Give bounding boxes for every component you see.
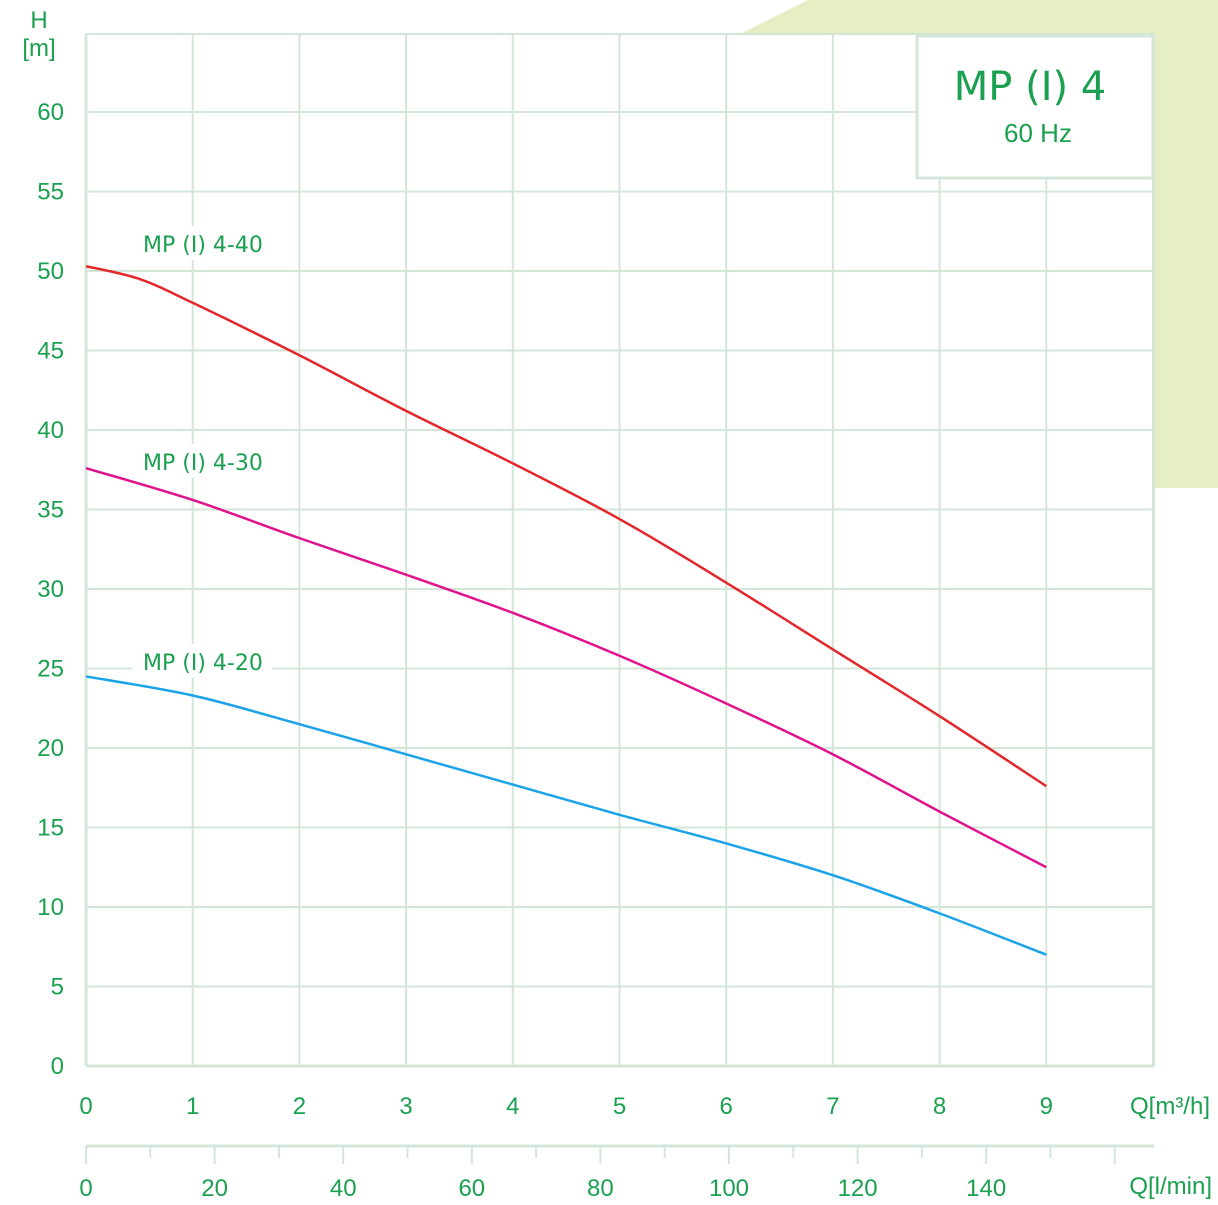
chart-title: MP (I) 4 <box>954 64 1107 110</box>
x1-tick-label: 2 <box>293 1093 306 1120</box>
x2-tick-labels: 0 20 40 60 80 100 120 140 <box>79 1175 1006 1202</box>
chart-subtitle: 60 Hz <box>1004 118 1072 148</box>
y-tick-label: 5 <box>51 974 64 1001</box>
lmin-axis-ticks <box>85 1146 1116 1164</box>
y-tick-label: 35 <box>37 497 64 524</box>
y-tick-label: 45 <box>37 338 64 365</box>
grid-lines <box>85 33 1155 1067</box>
x2-tick-label: 140 <box>966 1175 1006 1202</box>
series-label-4-30: MP (I) 4-30 <box>143 451 263 476</box>
x1-tick-label: 9 <box>1040 1093 1053 1120</box>
y-tick-label: 25 <box>37 656 64 683</box>
y-tick-label: 20 <box>37 735 64 762</box>
label-backing-4-20 <box>132 644 272 678</box>
x1-axis-label: Q[m³/h] <box>1130 1093 1210 1120</box>
series-line-4-20 <box>85 675 1047 956</box>
x1-tick-label: 8 <box>933 1093 946 1120</box>
series-label-4-40: MP (I) 4-40 <box>143 233 263 258</box>
x2-tick-label: 20 <box>201 1175 228 1202</box>
x2-tick-label: 0 <box>79 1175 92 1202</box>
x1-tick-label: 6 <box>720 1093 733 1120</box>
label-backing-4-40 <box>132 226 272 260</box>
series-line-4-30 <box>85 466 1047 869</box>
y-tick-label: 50 <box>37 258 64 285</box>
x2-tick-label: 40 <box>330 1175 357 1202</box>
label-backing-4-30 <box>132 444 272 478</box>
y-tick-label: 40 <box>37 417 64 444</box>
title-box <box>915 34 1155 180</box>
y-axis-label-h: H <box>30 7 47 34</box>
accent-background-shape <box>740 0 1218 488</box>
x1-tick-label: 0 <box>79 1093 92 1120</box>
x1-tick-labels: 0 1 2 3 4 5 6 7 8 9 <box>79 1093 1053 1120</box>
series-label-4-20: MP (I) 4-20 <box>143 651 263 676</box>
series-line-4-40 <box>85 265 1047 788</box>
y-tick-label: 30 <box>37 576 64 603</box>
y-axis-label-unit: [m] <box>22 35 55 62</box>
x1-tick-label: 1 <box>186 1093 199 1120</box>
x2-tick-label: 100 <box>709 1175 749 1202</box>
y-tick-label: 0 <box>51 1053 64 1080</box>
x2-axis-label: Q[l/min] <box>1129 1173 1212 1200</box>
y-tick-label: 15 <box>37 815 64 842</box>
x1-tick-label: 5 <box>613 1093 626 1120</box>
y-tick-labels: 0 5 10 15 20 25 30 35 40 45 50 55 60 <box>37 99 64 1080</box>
series-lines <box>85 265 1047 956</box>
x2-tick-label: 120 <box>838 1175 878 1202</box>
y-tick-label: 10 <box>37 894 64 921</box>
x1-tick-label: 4 <box>506 1093 519 1120</box>
x1-tick-label: 3 <box>399 1093 412 1120</box>
x1-tick-label: 7 <box>826 1093 839 1120</box>
x2-tick-label: 60 <box>458 1175 485 1202</box>
y-tick-label: 60 <box>37 99 64 126</box>
x2-tick-label: 80 <box>587 1175 614 1202</box>
y-tick-label: 55 <box>37 179 64 206</box>
